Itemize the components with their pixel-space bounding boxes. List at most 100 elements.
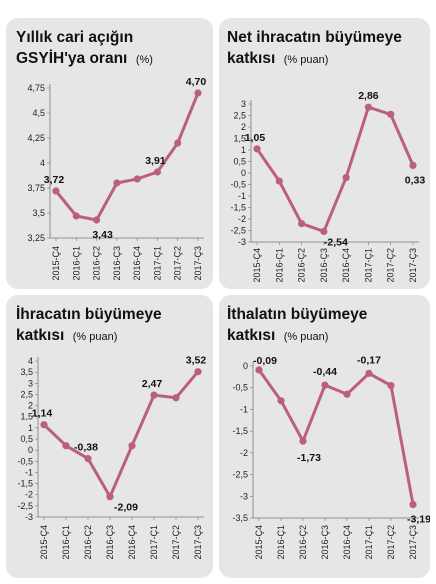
y-tick-label: 3,5 bbox=[20, 367, 33, 377]
data-point bbox=[62, 442, 70, 450]
data-point bbox=[194, 368, 202, 376]
series-line bbox=[42, 370, 200, 499]
x-tick-label: 2017-Ç2 bbox=[173, 246, 183, 281]
x-tick-label: 2016-Ç4 bbox=[342, 525, 352, 560]
data-point bbox=[40, 421, 48, 429]
y-tick-label: -0,5 bbox=[232, 383, 248, 393]
x-tick-label: 2017-Ç1 bbox=[364, 525, 374, 560]
x-tick-label: 2017-Ç3 bbox=[408, 248, 418, 283]
data-point bbox=[253, 145, 261, 153]
x-tick-label: 2016-Ç2 bbox=[298, 525, 308, 560]
data-point bbox=[320, 227, 328, 236]
y-tick-label: 4,75 bbox=[27, 83, 45, 93]
y-tick-label: -2,5 bbox=[17, 501, 33, 511]
y-tick-label: -0,5 bbox=[17, 456, 33, 466]
data-point bbox=[150, 391, 158, 399]
data-label: 1,05 bbox=[245, 132, 266, 144]
data-point bbox=[255, 366, 263, 374]
data-label: -2,54 bbox=[324, 236, 348, 248]
x-tick-label: 2016-Ç1 bbox=[276, 525, 286, 560]
chart-current-account: Yıllık cari açığın GSYİH'ya oranı (%) 3,… bbox=[16, 29, 207, 281]
data-point bbox=[409, 500, 417, 509]
chart-title-line1: Net ihracatın büyümeye bbox=[227, 29, 402, 46]
y-tick-label: -1,5 bbox=[230, 203, 246, 213]
data-point bbox=[387, 381, 395, 390]
x-tick-label: 2015-Ç4 bbox=[254, 525, 264, 560]
x-tick-label: 2016-Ç3 bbox=[112, 246, 122, 281]
chart-unit: (% puan) bbox=[73, 331, 118, 343]
chart-title-line2: katkısı bbox=[227, 50, 275, 67]
data-label: 4,70 bbox=[186, 76, 207, 88]
chart-panel-imports: İthalatın büyümeye katkısı (% puan) -3,5… bbox=[219, 295, 430, 578]
chart-panel-net-exports: Net ihracatın büyümeye katkısı (% puan) … bbox=[219, 18, 430, 289]
y-tick-label: -2,5 bbox=[232, 470, 248, 480]
y-tick-label: -2 bbox=[240, 448, 248, 458]
y-tick-label: 2 bbox=[241, 122, 246, 132]
x-tick-label: 2017-Ç1 bbox=[152, 246, 162, 281]
y-tick-label: 0 bbox=[241, 168, 246, 178]
y-tick-label: 2,5 bbox=[20, 389, 33, 399]
x-tick-label: 2016-Ç3 bbox=[320, 525, 330, 560]
chart-unit: (% puan) bbox=[284, 54, 329, 66]
y-tick-label: -3 bbox=[25, 512, 33, 522]
data-point bbox=[299, 437, 307, 445]
x-tick-label: 2016-Ç4 bbox=[127, 525, 137, 560]
chart-title-line2: katkısı bbox=[16, 327, 64, 344]
y-tick-label: 1,5 bbox=[233, 134, 246, 144]
x-tick-label: 2016-Ç3 bbox=[105, 525, 115, 560]
data-label: -2,09 bbox=[114, 502, 138, 514]
y-tick-label: 3 bbox=[28, 378, 33, 388]
y-tick-label: 0,5 bbox=[233, 157, 246, 167]
data-point bbox=[365, 369, 373, 377]
data-point bbox=[364, 103, 373, 111]
x-tick-label: 2016-Ç1 bbox=[61, 525, 71, 560]
x-tick-label: 2016-Ç4 bbox=[341, 248, 351, 283]
data-point bbox=[72, 212, 80, 220]
svg-text:katkısı (% puan): katkısı (% puan) bbox=[16, 327, 117, 344]
series-line bbox=[257, 369, 415, 505]
data-point bbox=[113, 179, 121, 187]
x-tick-label: 2017-Ç3 bbox=[408, 525, 418, 560]
svg-text:katkısı (% puan): katkısı (% puan) bbox=[227, 50, 328, 67]
series-line bbox=[54, 92, 200, 222]
y-tick-label: 4,25 bbox=[27, 133, 45, 143]
data-point bbox=[409, 161, 417, 170]
data-point bbox=[174, 139, 182, 147]
y-tick-label: 3 bbox=[241, 99, 246, 109]
y-tick-label: 4,5 bbox=[32, 108, 45, 118]
data-point bbox=[194, 89, 202, 97]
data-label: 2,47 bbox=[142, 378, 163, 390]
data-label: -0,17 bbox=[357, 354, 381, 366]
y-tick-label: -3,5 bbox=[232, 513, 248, 523]
data-label: -3,19 bbox=[407, 514, 430, 526]
x-tick-label: 2017-Ç1 bbox=[149, 525, 159, 560]
x-tick-label: 2015-Ç4 bbox=[39, 525, 49, 560]
y-tick-label: -3 bbox=[240, 491, 248, 501]
data-point bbox=[277, 397, 285, 405]
data-point bbox=[128, 442, 136, 450]
x-tick-label: 2016-Ç2 bbox=[92, 246, 102, 281]
y-tick-label: -1,5 bbox=[17, 479, 33, 489]
data-point bbox=[92, 216, 101, 224]
chart-unit: (%) bbox=[136, 54, 153, 66]
x-tick-label: 2016-Ç1 bbox=[274, 248, 284, 283]
x-tick-label: 2017-Ç2 bbox=[386, 248, 396, 283]
svg-text:GSYİH'ya oranı (%): GSYİH'ya oranı (%) bbox=[16, 50, 153, 67]
data-point bbox=[153, 168, 162, 176]
data-label: 3,43 bbox=[92, 229, 113, 241]
y-tick-label: 0 bbox=[243, 361, 248, 371]
data-label: -0,44 bbox=[313, 366, 337, 378]
data-point bbox=[172, 394, 180, 402]
data-label: -0,09 bbox=[253, 355, 277, 367]
chart-title-line1: İhracatın büyümeye bbox=[16, 306, 162, 323]
x-tick-label: 2016-Ç2 bbox=[83, 525, 93, 560]
chart-exports: İhracatın büyümeye katkısı (% puan) -3-2… bbox=[16, 306, 206, 560]
chart-panel-current-account: Yıllık cari açığın GSYİH'ya oranı (%) 3,… bbox=[6, 18, 213, 289]
data-point bbox=[52, 187, 60, 195]
y-tick-label: -1 bbox=[238, 191, 246, 201]
x-tick-label: 2017-Ç2 bbox=[386, 525, 396, 560]
data-label: 1,14 bbox=[32, 408, 53, 420]
data-point bbox=[321, 381, 329, 389]
chart-title-line2: katkısı bbox=[227, 327, 275, 344]
y-tick-label: 0 bbox=[28, 445, 33, 455]
